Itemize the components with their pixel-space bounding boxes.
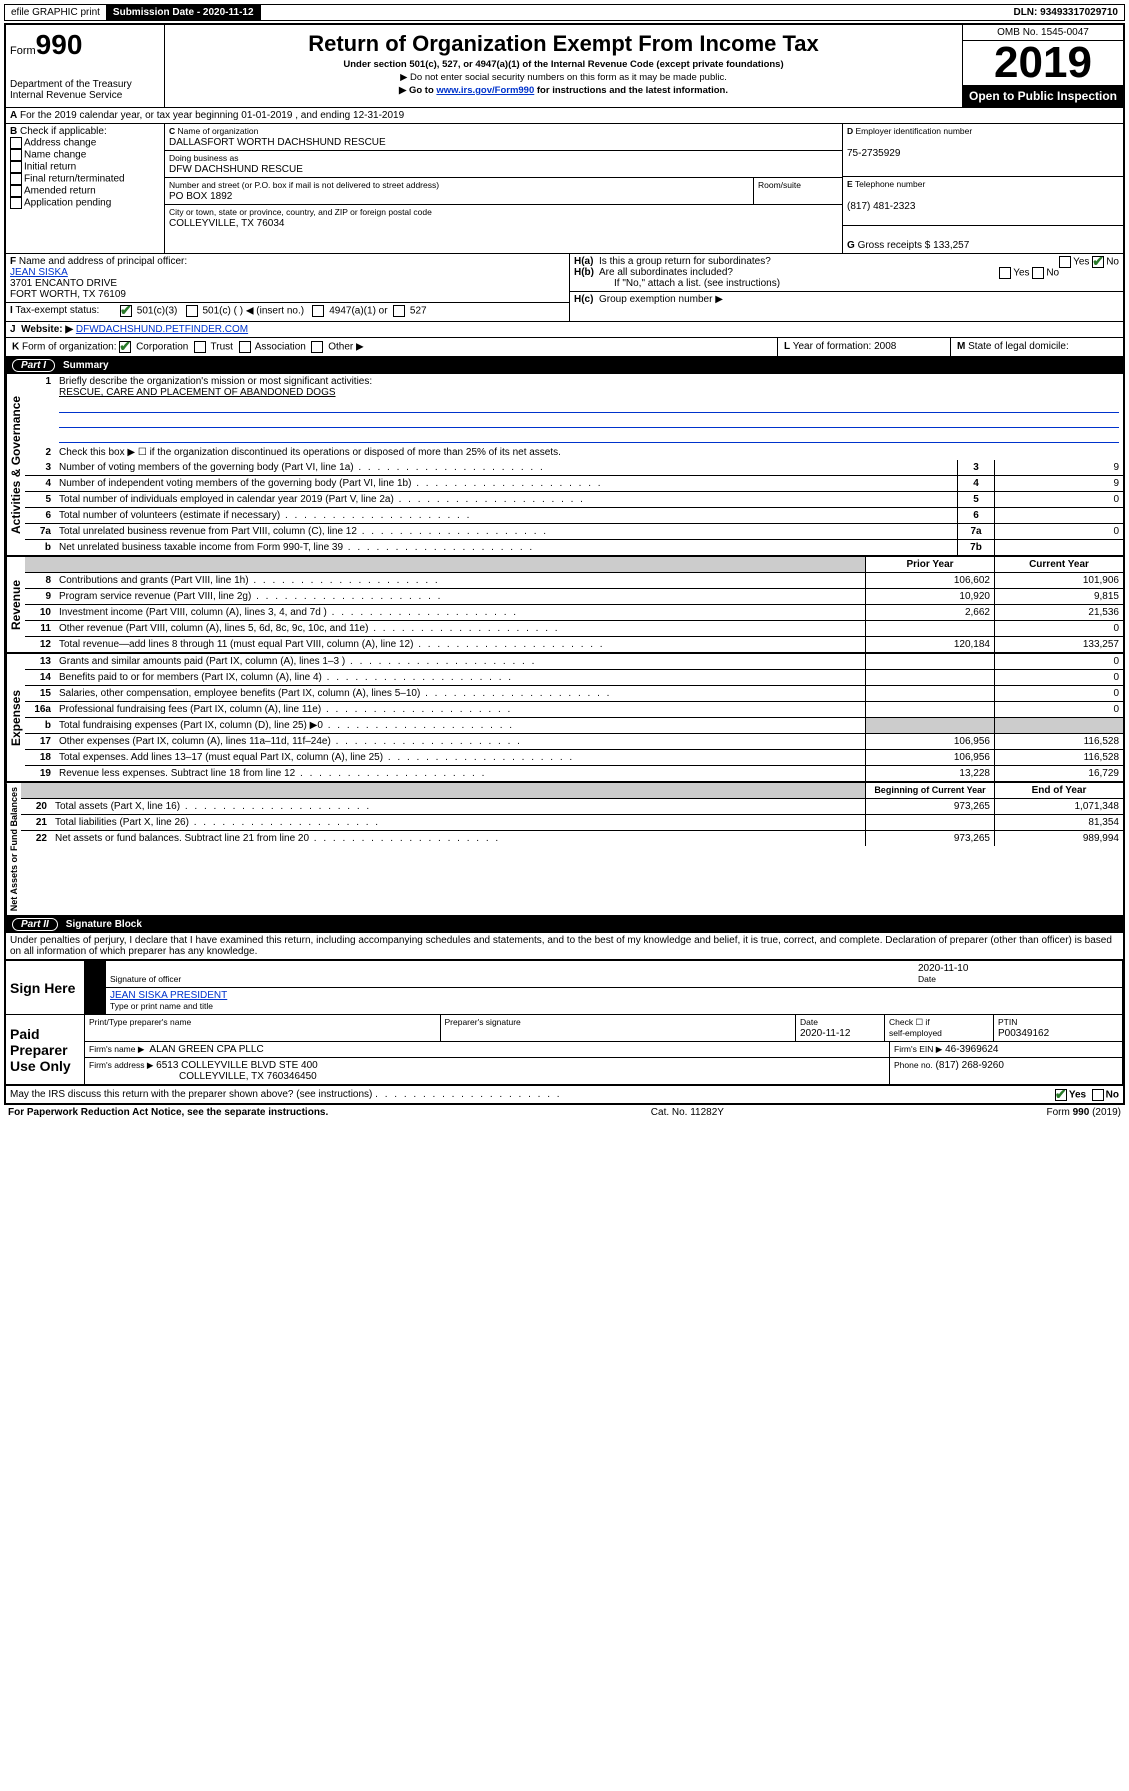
form-container: Form990 Department of the Treasury Inter… — [4, 23, 1125, 1105]
revenue-section: Revenue Prior Year Current Year 8Contrib… — [6, 557, 1123, 654]
check-initial[interactable] — [10, 161, 22, 173]
page-footer: For Paperwork Reduction Act Notice, see … — [4, 1105, 1125, 1120]
section-klm: K Form of organization: Corporation Trus… — [6, 338, 1123, 357]
dln: DLN: 93493317029710 — [1007, 5, 1124, 20]
form-990: 990 — [36, 29, 83, 60]
note-ssn: ▶ Do not enter social security numbers o… — [169, 72, 958, 83]
dba: DFW DACHSHUND RESCUE — [169, 164, 303, 175]
check-501c3[interactable] — [120, 305, 132, 317]
check-amended[interactable] — [10, 185, 22, 197]
submission-date: Submission Date - 2020-11-12 — [107, 5, 261, 20]
discuss-no[interactable] — [1092, 1089, 1104, 1101]
check-final[interactable] — [10, 173, 22, 185]
vlabel-netassets: Net Assets or Fund Balances — [6, 783, 21, 915]
form-number: Form990 — [10, 29, 160, 61]
signature-table: Sign Here Signature of officer 2020-11-1… — [6, 960, 1123, 1085]
ptin: P00349162 — [998, 1028, 1049, 1039]
open-to-public: Open to Public Inspection — [963, 85, 1123, 107]
org-name: DALLASFORT WORTH DACHSHUND RESCUE — [169, 137, 386, 148]
vlabel-revenue: Revenue — [6, 557, 25, 652]
firm-name: ALAN GREEN CPA PLLC — [149, 1044, 263, 1055]
efile-label: efile GRAPHIC print — [5, 5, 107, 20]
ein: 75-2735929 — [847, 148, 900, 159]
officer-printed[interactable]: JEAN SISKA PRESIDENT — [110, 990, 227, 1001]
check-address[interactable] — [10, 137, 22, 149]
vlabel-governance: Activities & Governance — [6, 374, 25, 555]
part2-header: Part II Signature Block — [6, 916, 1123, 933]
form-title: Return of Organization Exempt From Incom… — [169, 31, 958, 57]
check-name[interactable] — [10, 149, 22, 161]
period-a: For the 2019 calendar year, or tax year … — [20, 110, 404, 121]
firm-ein: 46-3969624 — [945, 1044, 998, 1055]
check-ha-no[interactable] — [1092, 256, 1104, 268]
expenses-section: Expenses 13Grants and similar amounts pa… — [6, 654, 1123, 783]
check-pending[interactable] — [10, 197, 22, 209]
irs-link[interactable]: www.irs.gov/Form990 — [436, 85, 534, 96]
form-prefix: Form — [10, 45, 36, 57]
vlabel-expenses: Expenses — [6, 654, 25, 781]
city-state-zip: COLLEYVILLE, TX 76034 — [169, 218, 284, 229]
mission: RESCUE, CARE AND PLACEMENT OF ABANDONED … — [59, 387, 336, 398]
check-applicable: Check if applicable: — [20, 126, 107, 137]
form-subtitle: Under section 501(c), 527, or 4947(a)(1)… — [343, 59, 783, 70]
phone: (817) 481-2323 — [847, 201, 915, 212]
gross-receipts: 133,257 — [933, 240, 969, 251]
year-formation: 2008 — [874, 341, 896, 352]
discuss-yes[interactable] — [1055, 1089, 1067, 1101]
netassets-section: Net Assets or Fund Balances Beginning of… — [6, 783, 1123, 916]
form-header: Form990 Department of the Treasury Inter… — [6, 25, 1123, 108]
tax-year: 2019 — [963, 41, 1123, 85]
officer-name[interactable]: JEAN SISKA — [10, 267, 565, 278]
check-corp[interactable] — [119, 341, 131, 353]
firm-phone: (817) 268-9260 — [936, 1060, 1004, 1071]
discuss-row: May the IRS discuss this return with the… — [6, 1085, 1123, 1103]
governance-section: Activities & Governance 1 Briefly descri… — [6, 374, 1123, 557]
website-link[interactable]: DFWDACHSHUND.PETFINDER.COM — [76, 324, 248, 335]
section-b-g: B Check if applicable: Address change Na… — [6, 124, 1123, 254]
top-bar: efile GRAPHIC print Submission Date - 20… — [4, 4, 1125, 21]
note-goto: ▶ Go to www.irs.gov/Form990 for instruct… — [169, 85, 958, 96]
dept-treasury: Department of the Treasury — [10, 79, 160, 90]
sig-date: 2020-11-10 — [918, 963, 968, 974]
part1-header: Part I Summary — [6, 357, 1123, 374]
street-address: PO BOX 1892 — [169, 191, 232, 202]
section-f-h: F Name and address of principal officer:… — [6, 254, 1123, 322]
perjury-statement: Under penalties of perjury, I declare th… — [6, 933, 1123, 960]
irs: Internal Revenue Service — [10, 90, 160, 101]
